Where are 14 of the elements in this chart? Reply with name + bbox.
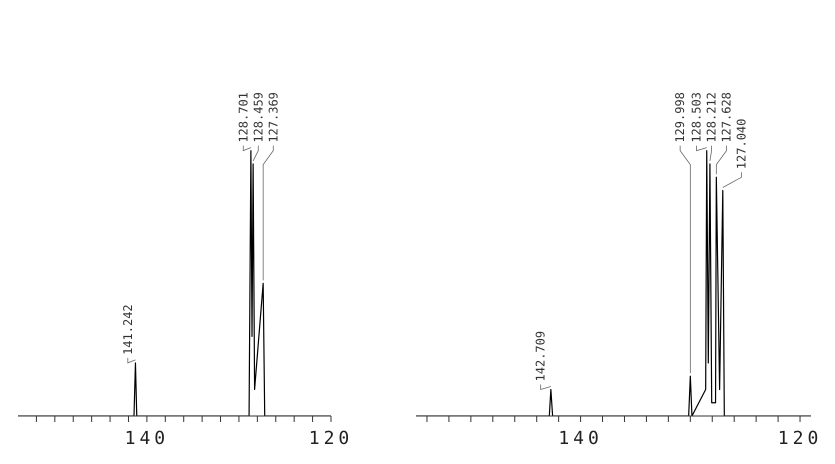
annotation: 127.369 <box>266 92 280 143</box>
x-tick-label: 120 <box>778 428 822 449</box>
annotation: 127.628 <box>720 92 734 143</box>
annotation: 128.701 <box>236 92 250 143</box>
annotation: 128.212 <box>704 92 719 143</box>
x-tick-label: 120 <box>308 428 354 449</box>
annotation: 142.709 <box>534 330 548 382</box>
annotation: 129.998 <box>673 92 688 143</box>
x-tick-label: 140 <box>124 428 170 449</box>
annotation: 141.242 <box>120 304 135 355</box>
annotation: 128.459 <box>251 92 266 143</box>
x-tick-label: 140 <box>558 428 603 449</box>
annotation: 128.503 <box>690 92 704 143</box>
annotation: 127.040 <box>734 118 749 170</box>
